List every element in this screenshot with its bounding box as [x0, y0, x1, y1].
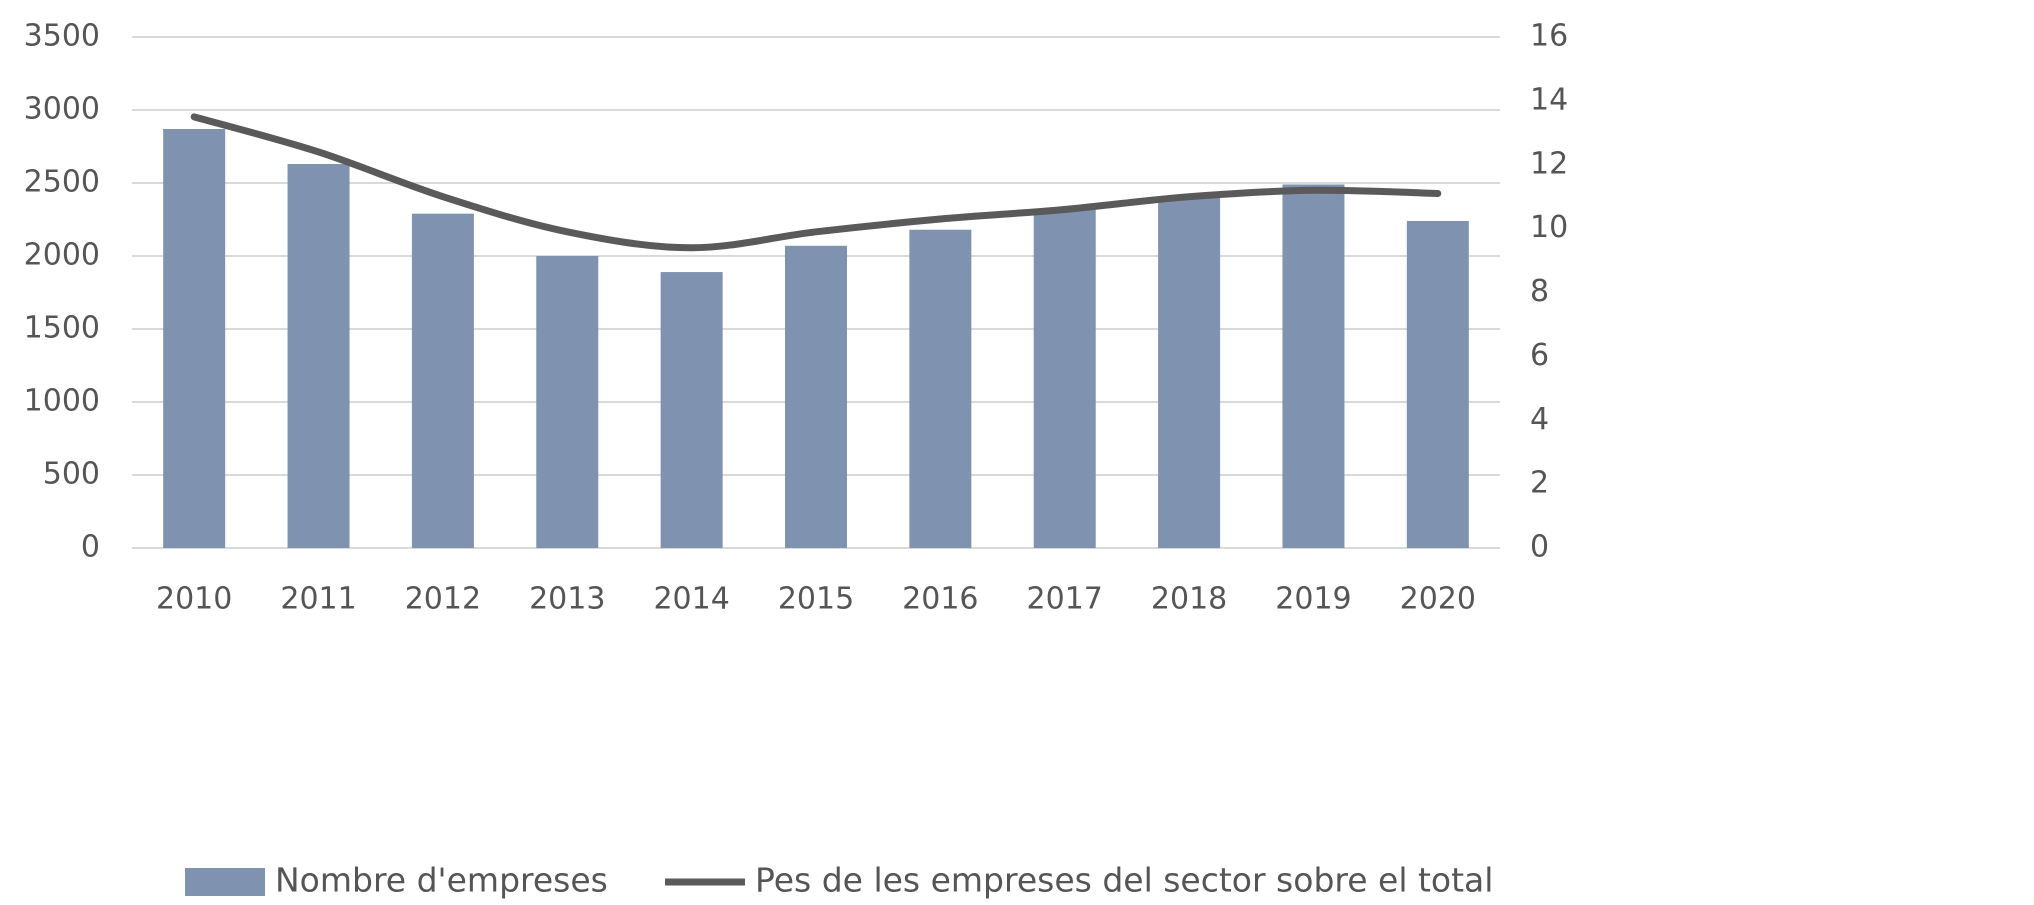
x-tick-label: 2016 [902, 582, 978, 617]
legend-label: Pes de les empreses del sector sobre el … [755, 861, 1493, 900]
y-tick-label: 3000 [24, 92, 100, 127]
x-tick-label: 2010 [156, 582, 232, 617]
x-tick-label: 2012 [405, 582, 481, 617]
bar [1282, 184, 1345, 548]
y-tick-label: 0 [81, 530, 100, 565]
bar [536, 256, 599, 548]
bar [785, 245, 847, 548]
x-tick-label: 2019 [1275, 582, 1351, 617]
bar [660, 272, 723, 548]
x-tick-label: 2014 [653, 582, 729, 617]
y2-tick-label: 8 [1530, 274, 1549, 309]
x-tick-label: 2020 [1400, 582, 1476, 617]
bar [163, 128, 226, 549]
x-tick-label: 2017 [1027, 582, 1103, 617]
y2-tick-label: 16 [1530, 19, 1568, 54]
y-tick-label: 2000 [24, 238, 100, 273]
y-tick-label: 1000 [24, 384, 100, 419]
line [190, 113, 1442, 252]
bar [1158, 196, 1221, 548]
bar [1033, 209, 1096, 548]
x-tick-label: 2013 [529, 582, 605, 617]
y2-tick-label: 0 [1530, 530, 1549, 565]
y2-tick-label: 12 [1530, 146, 1568, 181]
x-tick-label: 2018 [1151, 582, 1227, 617]
x-tick-label: 2015 [778, 582, 854, 617]
x-tick-label: 2011 [280, 582, 356, 617]
y-tick-label: 3500 [24, 19, 100, 54]
y2-tick-label: 6 [1530, 338, 1549, 373]
y2-tick-label: 2 [1530, 466, 1549, 501]
y-tick-label: 1500 [24, 311, 100, 346]
legend-swatch [185, 868, 265, 896]
y-tick-label: 500 [43, 457, 100, 492]
legend-label: Nombre d'empreses [275, 861, 608, 900]
bar [909, 229, 972, 548]
y2-tick-label: 14 [1530, 82, 1568, 117]
y-tick-label: 2500 [24, 165, 100, 200]
bar [411, 213, 474, 548]
y2-tick-label: 4 [1530, 402, 1549, 437]
y2-tick-label: 10 [1530, 210, 1568, 245]
bar [287, 164, 350, 548]
bar [1406, 220, 1469, 548]
